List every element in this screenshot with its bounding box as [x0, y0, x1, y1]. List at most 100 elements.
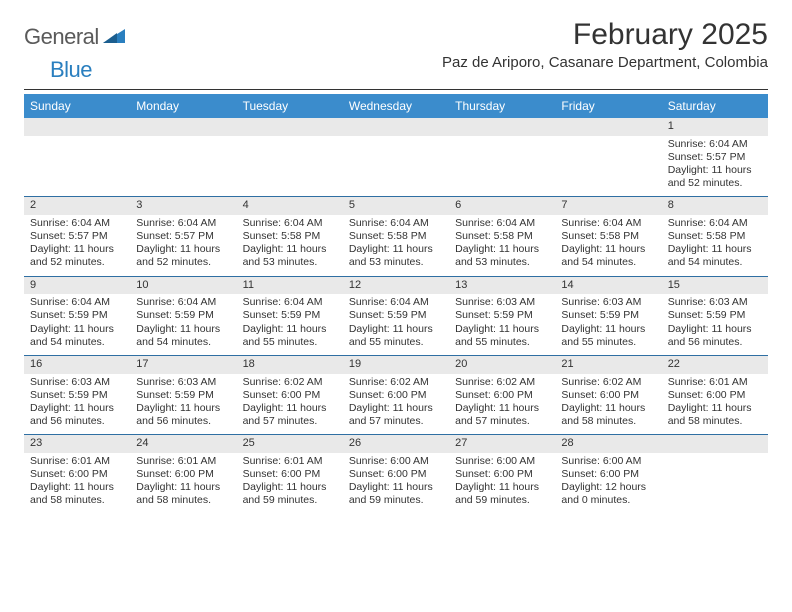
- calendar-cell: [24, 118, 130, 197]
- calendar-cell: 1Sunrise: 6:04 AMSunset: 5:57 PMDaylight…: [662, 118, 768, 197]
- sunset-line: Sunset: 5:59 PM: [243, 309, 337, 322]
- daylight-line: Daylight: 11 hours and 54 minutes.: [561, 243, 655, 269]
- cell-body: [555, 136, 661, 184]
- cell-body: Sunrise: 6:04 AMSunset: 5:59 PMDaylight:…: [24, 294, 130, 355]
- calendar-cell: 27Sunrise: 6:00 AMSunset: 6:00 PMDayligh…: [449, 435, 555, 513]
- sunset-line: Sunset: 5:59 PM: [561, 309, 655, 322]
- cell-body: [237, 136, 343, 184]
- sunset-line: Sunset: 6:00 PM: [243, 389, 337, 402]
- cell-body: [130, 136, 236, 184]
- cell-body: Sunrise: 6:01 AMSunset: 6:00 PMDaylight:…: [24, 453, 130, 514]
- sunset-line: Sunset: 6:00 PM: [561, 389, 655, 402]
- daylight-line: Daylight: 11 hours and 55 minutes.: [243, 323, 337, 349]
- cell-body: Sunrise: 6:03 AMSunset: 5:59 PMDaylight:…: [449, 294, 555, 355]
- cell-body: Sunrise: 6:01 AMSunset: 6:00 PMDaylight:…: [237, 453, 343, 514]
- day-number: 23: [24, 435, 130, 453]
- sunrise-line: Sunrise: 6:03 AM: [668, 296, 762, 309]
- sunrise-line: Sunrise: 6:01 AM: [30, 455, 124, 468]
- calendar-cell: 26Sunrise: 6:00 AMSunset: 6:00 PMDayligh…: [343, 435, 449, 513]
- day-number: 11: [237, 277, 343, 295]
- sunset-line: Sunset: 6:00 PM: [136, 468, 230, 481]
- cell-body: Sunrise: 6:00 AMSunset: 6:00 PMDaylight:…: [343, 453, 449, 514]
- sunrise-line: Sunrise: 6:04 AM: [243, 217, 337, 230]
- sunrise-line: Sunrise: 6:04 AM: [668, 217, 762, 230]
- sunset-line: Sunset: 5:59 PM: [668, 309, 762, 322]
- day-number: 28: [555, 435, 661, 453]
- month-title: February 2025: [442, 18, 768, 52]
- daylight-line: Daylight: 11 hours and 55 minutes.: [455, 323, 549, 349]
- sunset-line: Sunset: 5:59 PM: [136, 389, 230, 402]
- day-number: 4: [237, 197, 343, 215]
- sunrise-line: Sunrise: 6:01 AM: [668, 376, 762, 389]
- weeks-container: 1Sunrise: 6:04 AMSunset: 5:57 PMDaylight…: [24, 118, 768, 513]
- daylight-line: Daylight: 11 hours and 57 minutes.: [243, 402, 337, 428]
- sunrise-line: Sunrise: 6:03 AM: [30, 376, 124, 389]
- cell-body: Sunrise: 6:01 AMSunset: 6:00 PMDaylight:…: [130, 453, 236, 514]
- calendar-cell: [237, 118, 343, 197]
- sunset-line: Sunset: 6:00 PM: [455, 389, 549, 402]
- calendar-cell: [449, 118, 555, 197]
- daylight-line: Daylight: 11 hours and 52 minutes.: [30, 243, 124, 269]
- cell-body: Sunrise: 6:04 AMSunset: 5:58 PMDaylight:…: [237, 215, 343, 276]
- daylight-line: Daylight: 11 hours and 52 minutes.: [668, 164, 762, 190]
- cell-body: Sunrise: 6:02 AMSunset: 6:00 PMDaylight:…: [449, 374, 555, 435]
- day-number: 6: [449, 197, 555, 215]
- daylight-line: Daylight: 11 hours and 58 minutes.: [561, 402, 655, 428]
- calendar-cell: [343, 118, 449, 197]
- day-number: [449, 118, 555, 136]
- day-header: Monday: [130, 94, 236, 118]
- sunrise-line: Sunrise: 6:03 AM: [136, 376, 230, 389]
- daylight-line: Daylight: 11 hours and 56 minutes.: [668, 323, 762, 349]
- daylight-line: Daylight: 12 hours and 0 minutes.: [561, 481, 655, 507]
- sunrise-line: Sunrise: 6:04 AM: [561, 217, 655, 230]
- calendar-cell: 2Sunrise: 6:04 AMSunset: 5:57 PMDaylight…: [24, 197, 130, 276]
- day-number: 14: [555, 277, 661, 295]
- daylight-line: Daylight: 11 hours and 56 minutes.: [136, 402, 230, 428]
- day-number: 3: [130, 197, 236, 215]
- daylight-line: Daylight: 11 hours and 58 minutes.: [30, 481, 124, 507]
- calendar-week: 1Sunrise: 6:04 AMSunset: 5:57 PMDaylight…: [24, 118, 768, 197]
- sunrise-line: Sunrise: 6:04 AM: [136, 217, 230, 230]
- daylight-line: Daylight: 11 hours and 57 minutes.: [349, 402, 443, 428]
- calendar-cell: 9Sunrise: 6:04 AMSunset: 5:59 PMDaylight…: [24, 277, 130, 356]
- cell-body: Sunrise: 6:04 AMSunset: 5:58 PMDaylight:…: [343, 215, 449, 276]
- cell-body: Sunrise: 6:02 AMSunset: 6:00 PMDaylight:…: [555, 374, 661, 435]
- day-number: 15: [662, 277, 768, 295]
- sunset-line: Sunset: 5:58 PM: [668, 230, 762, 243]
- calendar-cell: 25Sunrise: 6:01 AMSunset: 6:00 PMDayligh…: [237, 435, 343, 513]
- sunrise-line: Sunrise: 6:00 AM: [455, 455, 549, 468]
- sunset-line: Sunset: 6:00 PM: [243, 468, 337, 481]
- calendar-week: 16Sunrise: 6:03 AMSunset: 5:59 PMDayligh…: [24, 356, 768, 435]
- calendar-cell: 5Sunrise: 6:04 AMSunset: 5:58 PMDaylight…: [343, 197, 449, 276]
- day-number: 5: [343, 197, 449, 215]
- daylight-line: Daylight: 11 hours and 52 minutes.: [136, 243, 230, 269]
- calendar-week: 23Sunrise: 6:01 AMSunset: 6:00 PMDayligh…: [24, 435, 768, 513]
- sunrise-line: Sunrise: 6:01 AM: [136, 455, 230, 468]
- calendar-cell: 22Sunrise: 6:01 AMSunset: 6:00 PMDayligh…: [662, 356, 768, 435]
- daylight-line: Daylight: 11 hours and 53 minutes.: [243, 243, 337, 269]
- calendar-cell: 21Sunrise: 6:02 AMSunset: 6:00 PMDayligh…: [555, 356, 661, 435]
- day-number: 18: [237, 356, 343, 374]
- day-number: [237, 118, 343, 136]
- calendar-cell: [130, 118, 236, 197]
- sunrise-line: Sunrise: 6:02 AM: [561, 376, 655, 389]
- sunrise-line: Sunrise: 6:02 AM: [349, 376, 443, 389]
- daylight-line: Daylight: 11 hours and 59 minutes.: [455, 481, 549, 507]
- cell-body: Sunrise: 6:04 AMSunset: 5:59 PMDaylight:…: [130, 294, 236, 355]
- brand-logo: General: [24, 18, 127, 50]
- day-number: 19: [343, 356, 449, 374]
- calendar-cell: 19Sunrise: 6:02 AMSunset: 6:00 PMDayligh…: [343, 356, 449, 435]
- cell-body: Sunrise: 6:01 AMSunset: 6:00 PMDaylight:…: [662, 374, 768, 435]
- daylight-line: Daylight: 11 hours and 55 minutes.: [349, 323, 443, 349]
- calendar-cell: [662, 435, 768, 513]
- daylight-line: Daylight: 11 hours and 54 minutes.: [30, 323, 124, 349]
- daylight-line: Daylight: 11 hours and 53 minutes.: [349, 243, 443, 269]
- sunset-line: Sunset: 6:00 PM: [668, 389, 762, 402]
- calendar-cell: 14Sunrise: 6:03 AMSunset: 5:59 PMDayligh…: [555, 277, 661, 356]
- title-block: February 2025 Paz de Ariporo, Casanare D…: [442, 18, 768, 71]
- sunset-line: Sunset: 5:58 PM: [243, 230, 337, 243]
- day-number: [343, 118, 449, 136]
- sunset-line: Sunset: 5:58 PM: [349, 230, 443, 243]
- calendar-cell: 11Sunrise: 6:04 AMSunset: 5:59 PMDayligh…: [237, 277, 343, 356]
- cell-body: Sunrise: 6:04 AMSunset: 5:57 PMDaylight:…: [130, 215, 236, 276]
